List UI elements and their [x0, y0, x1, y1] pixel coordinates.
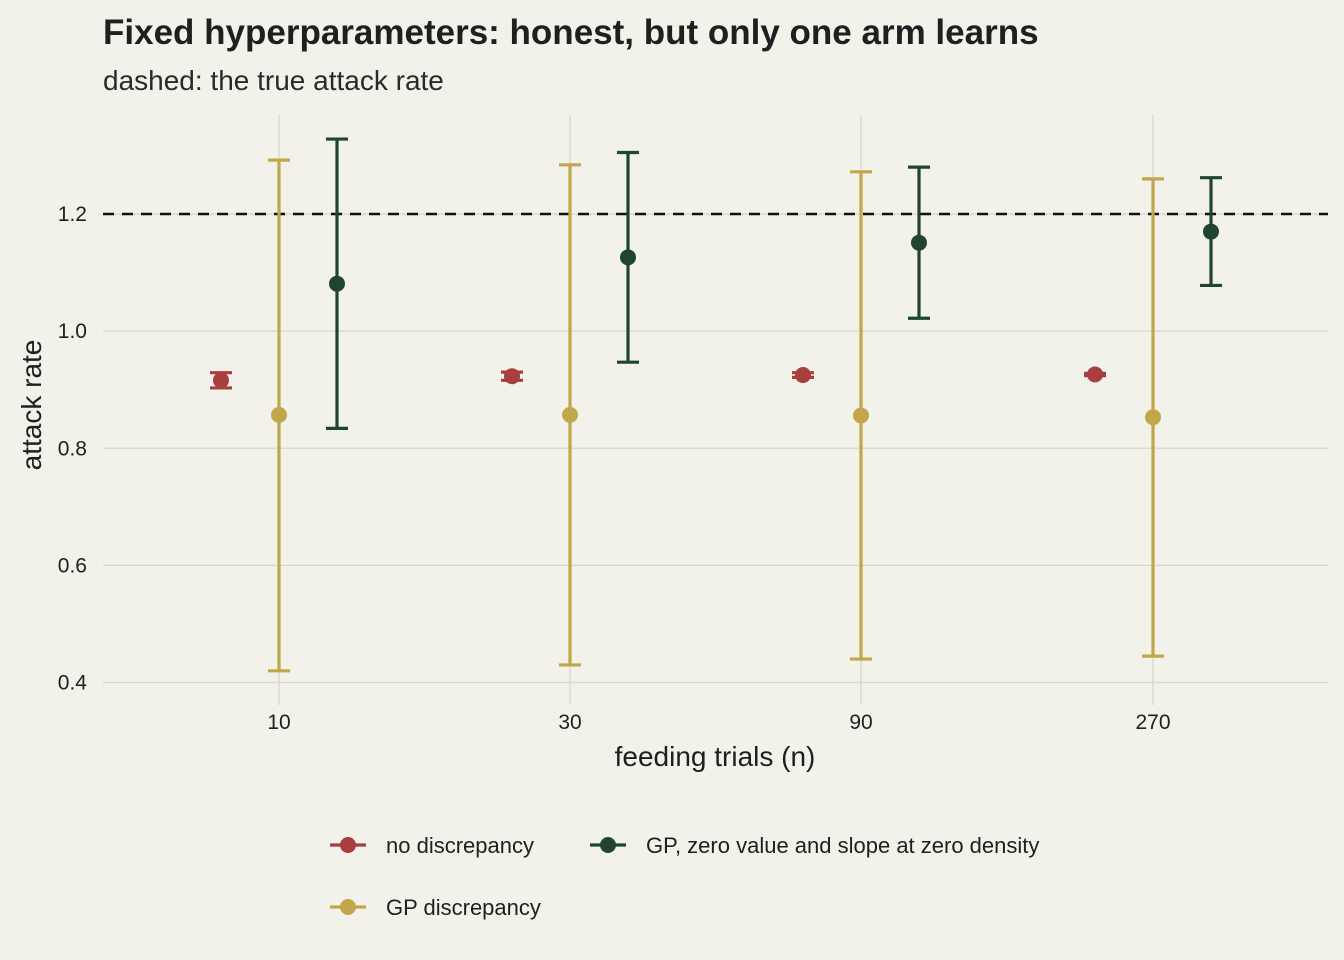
y-tick-label: 1.0	[58, 320, 87, 343]
legend-key-dot	[340, 899, 356, 915]
x-tick-label: 270	[1135, 711, 1170, 734]
grid-lines	[103, 115, 1328, 705]
x-tick-label: 10	[267, 711, 290, 734]
data-point	[504, 368, 520, 385]
data-point	[271, 406, 287, 423]
y-tick-label: 0.8	[58, 437, 87, 460]
y-tick-label: 0.6	[58, 554, 87, 577]
legend: no discrepancy GP discrepancy GP, zero val…	[330, 833, 1039, 920]
x-tick-label: 30	[558, 711, 581, 734]
data-point	[911, 234, 927, 251]
legend-item: GP, zero value and slope at zero density	[590, 833, 1039, 858]
data-point	[329, 275, 345, 292]
y-axis-label: attack rate	[16, 340, 47, 471]
y-tick-label: 0.4	[58, 672, 88, 695]
x-axis-label: feeding trials (n)	[615, 741, 816, 772]
x-tick-label: 90	[849, 711, 872, 734]
data-point	[853, 407, 869, 424]
data-point	[1203, 223, 1219, 240]
legend-key-dot	[340, 837, 356, 853]
data-point	[620, 249, 636, 266]
data-point	[562, 406, 578, 423]
legend-label: GP, zero value and slope at zero density	[646, 833, 1039, 858]
data-marks	[210, 137, 1222, 673]
chart-title: Fixed hyperparameters: honest, but only …	[103, 13, 1039, 52]
legend-item: no discrepancy	[330, 833, 534, 858]
data-point	[795, 367, 811, 384]
legend-key-dot	[600, 837, 616, 853]
data-point	[1145, 409, 1161, 426]
legend-item: GP discrepancy	[330, 895, 541, 920]
y-tick-label: 1.2	[58, 203, 87, 226]
chart-subtitle: dashed: the true attack rate	[103, 65, 444, 96]
data-point	[1087, 366, 1103, 383]
legend-label: GP discrepancy	[386, 895, 541, 920]
data-point	[213, 372, 229, 389]
legend-label: no discrepancy	[386, 833, 534, 858]
tick-labels: 0.4 0.6 0.8 1.0 1.2 10 30 90 270	[58, 203, 1171, 734]
